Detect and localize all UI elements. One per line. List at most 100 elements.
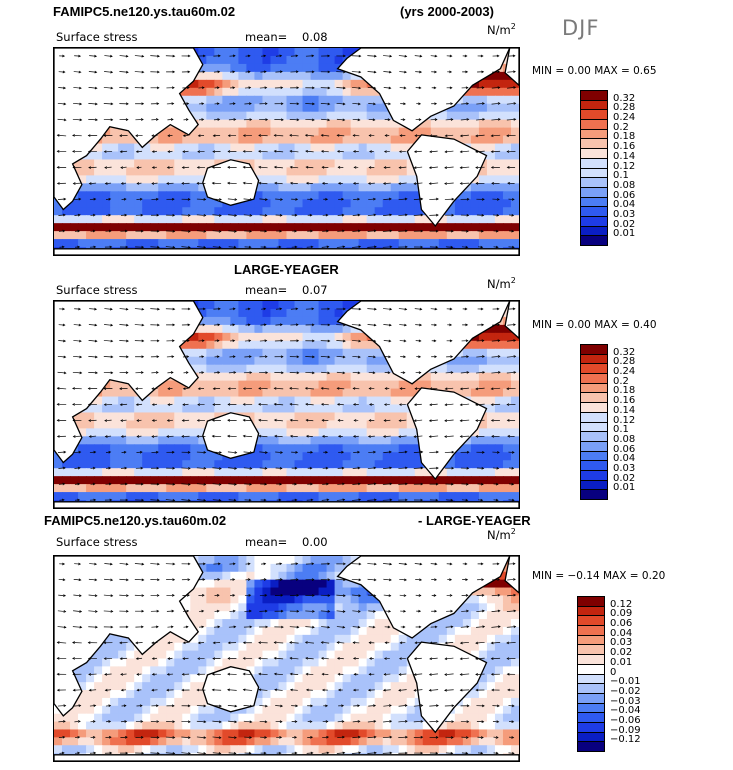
vector <box>444 419 454 422</box>
field-cell <box>222 587 231 597</box>
field-cell <box>262 372 272 382</box>
field-cell <box>398 452 408 461</box>
vector-head <box>511 482 515 486</box>
field-cell <box>398 223 408 232</box>
vector-head <box>321 434 325 438</box>
field-cell <box>94 412 103 422</box>
vector-head <box>212 403 216 406</box>
vector-head <box>249 198 253 201</box>
field-cell <box>222 579 231 589</box>
field-cell <box>486 87 496 97</box>
vector-head <box>265 118 269 122</box>
vector <box>72 118 82 121</box>
field-cell <box>294 404 304 414</box>
vector-head <box>419 307 423 311</box>
field-cell <box>246 452 256 461</box>
field-cell <box>182 460 191 469</box>
vector-head <box>249 467 253 470</box>
field-cell <box>302 563 312 573</box>
field-cell <box>326 207 336 216</box>
field-cell <box>326 372 336 382</box>
field-cell <box>78 460 87 469</box>
field-cell <box>246 412 256 422</box>
continents <box>54 48 519 255</box>
vector <box>227 451 237 454</box>
field-cell <box>174 436 183 445</box>
field-cell <box>342 428 352 437</box>
vector <box>88 71 97 73</box>
vector <box>228 499 236 501</box>
vector-head <box>373 102 376 106</box>
vector-head <box>135 403 139 406</box>
vector-head <box>258 402 261 406</box>
field-cell <box>102 231 111 240</box>
field-cell <box>286 316 296 326</box>
field-cell <box>166 223 175 232</box>
vector <box>352 499 361 501</box>
vector <box>258 150 268 153</box>
field-cell <box>62 223 71 232</box>
vector-head <box>172 229 176 233</box>
field-cell <box>230 460 239 469</box>
vector-head <box>201 339 205 343</box>
field-cell <box>254 436 264 445</box>
vector <box>58 230 65 232</box>
vector-head <box>93 498 97 502</box>
field-cell <box>166 127 175 137</box>
field-cell <box>198 127 207 137</box>
field-cell <box>358 340 368 350</box>
field-cell <box>94 476 103 485</box>
field-cell <box>278 484 288 493</box>
vector <box>383 308 392 310</box>
field-cell <box>302 468 312 477</box>
field-cell <box>310 199 320 208</box>
field-cell <box>214 103 223 113</box>
vector-head <box>79 118 83 122</box>
field-cell <box>358 127 368 137</box>
vector <box>228 230 237 232</box>
field-cell <box>62 207 71 216</box>
field-cell <box>70 412 79 422</box>
field-cell <box>166 396 175 406</box>
field-cell <box>350 468 360 477</box>
field-cell <box>430 364 440 374</box>
field-cell <box>398 151 408 161</box>
field-cell <box>294 348 304 358</box>
vector <box>89 435 97 437</box>
field-cell <box>302 239 312 248</box>
field-cell <box>166 468 175 477</box>
field-cell <box>438 484 448 493</box>
field-cell <box>110 191 119 200</box>
field-cell <box>166 412 175 422</box>
field-cell <box>318 301 328 310</box>
field-cell <box>286 388 296 398</box>
vector-head <box>151 150 155 153</box>
field-cell <box>262 324 272 334</box>
field-cell <box>358 143 368 153</box>
field-cell <box>310 119 320 129</box>
field-cell <box>254 143 264 153</box>
field-cell <box>70 476 79 485</box>
vector-head <box>202 323 206 327</box>
field-cell <box>310 159 320 169</box>
field-cell <box>94 223 103 232</box>
field-cell <box>182 420 191 429</box>
field-cell <box>350 380 360 390</box>
field-cell <box>374 388 384 398</box>
field-cell <box>110 468 119 477</box>
vector-head <box>155 197 159 201</box>
vector-head <box>88 419 92 422</box>
field-cell <box>150 167 159 176</box>
field-cell <box>358 428 368 437</box>
vector-head <box>258 434 262 438</box>
field-cell <box>134 143 143 153</box>
vector <box>476 118 485 121</box>
field-cell <box>374 428 384 437</box>
field-cell <box>198 95 207 105</box>
field-cell <box>406 380 416 390</box>
landmass <box>406 387 488 481</box>
field-cell <box>350 127 360 137</box>
field-cell <box>262 396 272 406</box>
vector-head <box>104 182 108 185</box>
panel-subtitle: Surface stress <box>56 535 138 549</box>
